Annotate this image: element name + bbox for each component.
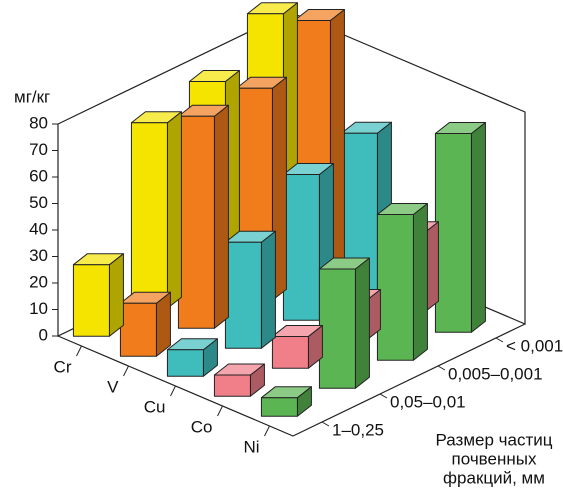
bar-front: [282, 173, 320, 321]
bar-side: [213, 104, 229, 329]
bar-side: [108, 253, 124, 337]
bar-front: [177, 115, 215, 329]
axis-title: фракций, мм: [443, 468, 545, 487]
y-tick-label: 30: [29, 246, 48, 265]
bar-side: [260, 230, 276, 349]
y-tick-label: 40: [29, 219, 48, 238]
x-tick: [170, 385, 176, 397]
bar-front: [130, 122, 168, 309]
y-tick-label: 10: [29, 299, 48, 318]
bar-side: [166, 111, 182, 309]
bar-front: [376, 213, 414, 361]
bar-side: [354, 257, 370, 389]
y-tick-label: 20: [29, 272, 48, 291]
category-label: 1–0,25: [332, 420, 384, 439]
bar-front: [72, 264, 110, 337]
category-label: 0,005–0,001: [448, 364, 543, 383]
series-label: Cr: [54, 357, 72, 376]
y-tick-label: 0: [39, 325, 48, 344]
z-tick: [437, 365, 446, 371]
bar-front: [434, 132, 472, 333]
z-tick: [321, 421, 330, 427]
bar-front: [166, 349, 204, 377]
bar-front: [213, 374, 251, 397]
series-label: Cu: [144, 397, 166, 416]
z-tick: [495, 337, 504, 343]
bar-front: [260, 397, 298, 417]
x-tick: [217, 405, 223, 417]
bar-side: [470, 121, 486, 333]
bar-front: [271, 335, 309, 369]
x-tick: [76, 345, 82, 357]
y-axis-title: мг/кг: [14, 87, 50, 106]
axis-title: Размер частиц: [436, 430, 553, 449]
y-tick-label: 60: [29, 166, 48, 185]
category-label: < 0,001: [506, 336, 563, 355]
bar-front: [224, 241, 262, 349]
series-label: Ni: [243, 437, 259, 456]
z-tick: [379, 393, 388, 399]
bar-front: [119, 302, 157, 357]
x-tick: [264, 425, 270, 437]
y-tick-label: 50: [29, 193, 48, 212]
floor: [57, 323, 526, 437]
category-label: 0,05–0,01: [390, 392, 466, 411]
y-tick-label: 70: [29, 140, 48, 159]
x-tick: [123, 365, 129, 377]
series-label: Co: [191, 417, 213, 436]
bar-front: [318, 268, 356, 389]
bar-side: [412, 202, 428, 361]
axis-title: почвенных: [452, 449, 537, 468]
y-tick-label: 80: [29, 113, 48, 132]
series-label: V: [107, 377, 119, 396]
